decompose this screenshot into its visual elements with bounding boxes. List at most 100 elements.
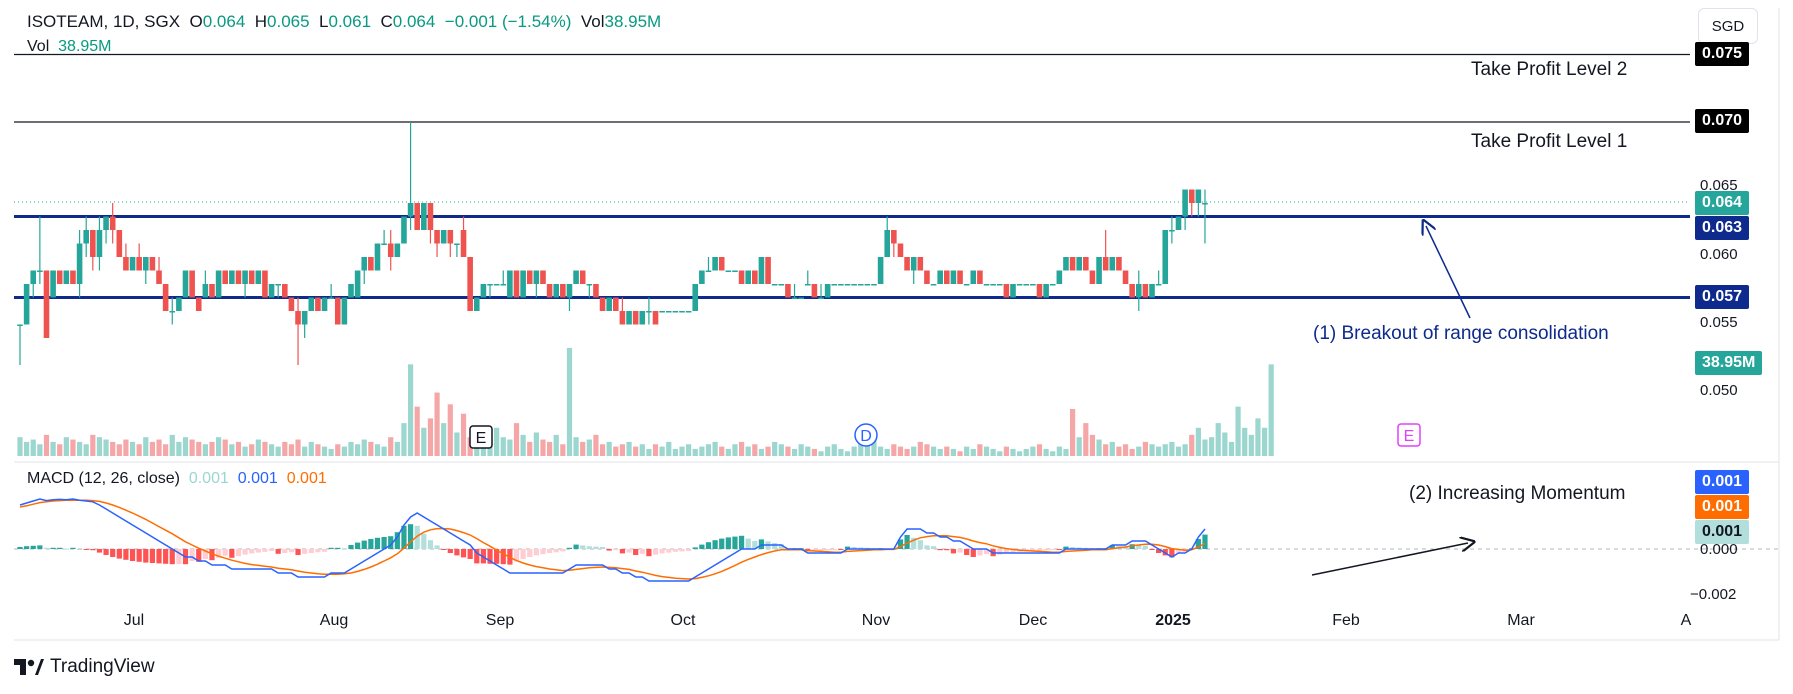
macd-hist-bar [1063,546,1069,549]
macd-hist-bar [149,549,155,563]
low-label: L [319,12,329,31]
candle-body [910,257,917,271]
volume-bar [930,446,937,456]
volume-bar [24,441,30,456]
macd-hist-bar [652,549,659,555]
tp1-annotation: Take Profit Level 1 [1471,131,1628,152]
volume-bar [745,446,751,456]
volume-bar [407,364,414,456]
volume-bar [672,448,678,456]
volume-bar [765,446,771,456]
volume-bar [1109,441,1115,456]
macd-hist-bar [414,525,420,549]
candle-body [116,230,123,257]
macd-hist-bar [1142,545,1148,549]
volume-bar [1228,441,1235,456]
volume-bar [1156,446,1162,456]
svg-text:E: E [476,430,487,447]
volume-bar [447,404,453,456]
macd-hist-bar [37,545,43,549]
macd-hist-bar [487,549,493,564]
candle-body [1142,284,1149,298]
volume-bar [163,444,169,456]
macd-hist-bar [1050,549,1056,550]
currency-button[interactable]: SGD [1698,8,1758,44]
volume-legend[interactable]: Vol 38.95M [27,38,112,56]
macd-hist-bar [977,549,983,556]
macd-hist-bar [328,547,334,549]
candle-body [1043,284,1049,298]
macd-hist-bar [381,537,387,549]
macd-hist-bar [143,549,149,563]
macd-hist-bar [441,549,447,550]
volume-bar [1050,451,1056,456]
volume-bar [586,439,592,456]
price-tick: 0.055 [1700,314,1738,331]
macd-legend-hist: 0.001 [188,470,229,487]
candle-body [109,216,116,230]
candle-body [63,270,70,284]
volume-bar [1215,423,1221,456]
macd-hist-bar [427,540,434,549]
candle-body [1135,284,1142,298]
candle-body [17,324,23,326]
candle-body [844,284,851,286]
candle-body [785,284,791,298]
volume-bar [825,446,831,456]
volume-bar [507,439,513,456]
candle-body [394,243,401,257]
macd-hist-bar [1175,549,1182,553]
candle-body [1076,257,1082,271]
macd-hist-bar [606,549,612,551]
candle-body [1030,284,1036,286]
volume-bar [937,448,943,456]
volume-bar [143,437,149,456]
candle-body [586,284,593,286]
volume-bar [805,446,811,456]
volume-bar [1076,437,1082,456]
candle-body [983,284,990,286]
volume-bar [136,444,142,456]
volume-bar [705,444,712,456]
candle-body [1089,270,1096,284]
macd-hist-bar [1069,547,1076,549]
volume-bar [712,441,718,456]
ohlc-legend: ISOTEAM, 1D, SGX O0.064 H0.065 L0.061 C0… [27,12,661,32]
volume-bar [1195,427,1201,456]
candle-body [56,270,63,284]
volume-value: 38.95M [604,12,662,31]
candle-body [963,284,970,286]
macd-hist-bar [196,549,202,562]
macd-hist-bar [613,549,619,551]
high-label: H [254,12,268,31]
low-value: 0.061 [328,12,372,31]
volume-bar [633,446,639,456]
macd-hist-bar [844,546,851,549]
macd-legend[interactable]: MACD (12, 26, close) 0.001 0.001 0.001 [27,470,327,488]
volume-legend-value: 38.95M [58,38,112,55]
macd-hist-bar [566,547,573,549]
time-tick: Jul [123,612,145,629]
change-value: −0.001 (−1.54%) [444,12,572,31]
candle-body [401,216,407,244]
tradingview-logo[interactable]: TradingView [14,656,155,678]
macd-hist-bar [738,535,745,549]
candle-body [1129,284,1135,298]
macd-hist-bar [533,549,539,556]
tp2-annotation: Take Profit Level 2 [1471,59,1628,80]
macd-hist-bar [838,549,844,550]
macd-hist-bar [401,525,407,549]
candle-body [752,270,758,284]
volume-bar [831,444,837,456]
macd-hist-bar [268,549,275,551]
volume-bar [1017,451,1023,456]
volume-bar [1056,446,1062,456]
support-price-label: 0.057 [1695,285,1750,309]
volume-bar [1083,423,1089,456]
macd-hist-bar [103,549,109,555]
macd-hist-bar [235,549,242,557]
volume-bar [30,439,36,456]
volume-bar [235,441,242,456]
candle-body [328,297,334,299]
